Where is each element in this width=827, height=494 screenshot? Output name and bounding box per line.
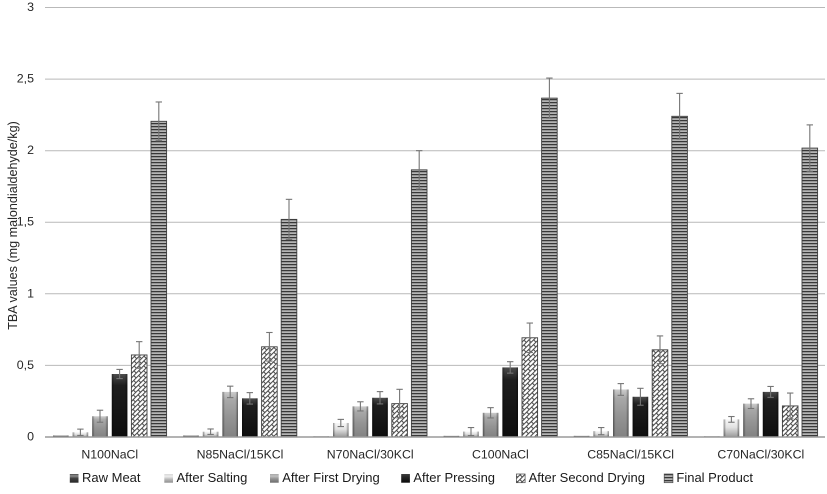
svg-text:After Salting: After Salting [177,470,248,485]
svg-text:C85NaCl/15KCl: C85NaCl/15KCl [587,448,674,462]
svg-text:N85NaCl/15KCl: N85NaCl/15KCl [197,448,284,462]
svg-text:TBA values (mg malondialdehyde: TBA values (mg malondialdehyde/kg) [6,121,20,330]
svg-text:N70NaCl/30KCl: N70NaCl/30KCl [327,448,414,462]
svg-text:After First Drying: After First Drying [282,470,380,485]
svg-text:Final Product: Final Product [676,470,753,485]
svg-text:After Second Drying: After Second Drying [529,470,645,485]
svg-text:2,5: 2,5 [17,72,34,86]
svg-text:0: 0 [27,430,34,444]
svg-text:N100NaCl: N100NaCl [81,448,138,462]
svg-text:2: 2 [27,143,34,157]
svg-text:3: 3 [27,0,34,14]
svg-text:1,5: 1,5 [17,215,34,229]
svg-text:After Pressing: After Pressing [413,470,495,485]
svg-text:C100NaCl: C100NaCl [472,448,529,462]
svg-text:Raw Meat: Raw Meat [82,470,141,485]
svg-text:1: 1 [27,286,34,300]
svg-text:C70NaCl/30KCl: C70NaCl/30KCl [717,448,804,462]
svg-text:0,5: 0,5 [17,358,34,372]
